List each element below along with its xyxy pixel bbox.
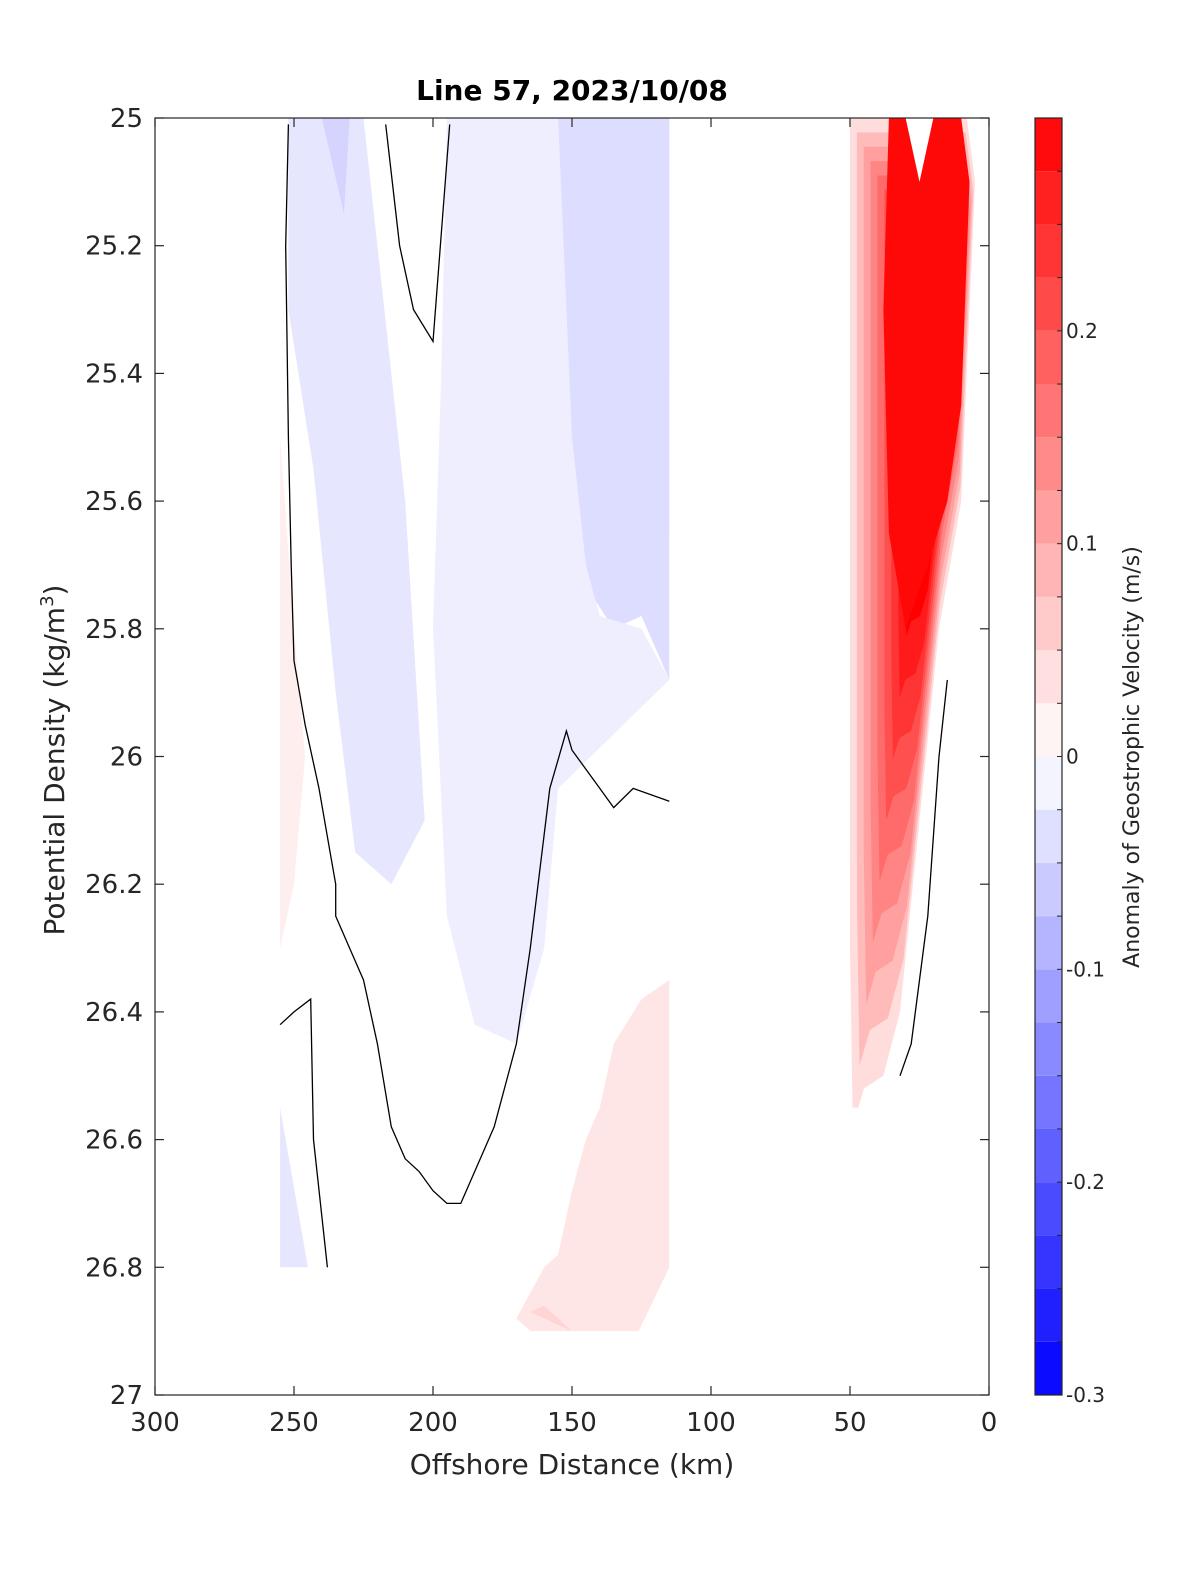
colorbar-label: Anomaly of Geostrophic Velocity (m/s): [1120, 546, 1145, 968]
y-tick-label: 26.6: [85, 1126, 143, 1156]
x-tick-label: 150: [547, 1408, 597, 1438]
colorbar-swatch: [1035, 969, 1062, 1023]
contour-lines: [279, 124, 948, 1268]
colorbar-swatch: [1035, 1128, 1062, 1183]
colorbar-swatch: [1035, 1075, 1062, 1129]
contour-line-zero-contour-west: [285, 124, 670, 1205]
contour-fills: [280, 118, 976, 1395]
x-tick-label: 200: [408, 1408, 458, 1438]
colorbar-swatch: [1035, 650, 1062, 704]
contour-fill-west-deep-negative: [280, 1107, 308, 1268]
chart-title: Line 57, 2023/10/08: [416, 74, 728, 107]
x-tick-label: 0: [981, 1408, 998, 1438]
y-tick-label: 26.4: [85, 998, 143, 1028]
contour-fill-deep-positive-core: [530, 1305, 572, 1332]
contour-line-zero-contour-inshore: [899, 679, 948, 1077]
contour-fill-outer-negative: [288, 118, 425, 885]
colorbar-tick-label: 0: [1066, 745, 1079, 769]
colorbar-tick-label: -0.3: [1066, 1383, 1105, 1407]
contour-fill-inshore-jet-core: [883, 118, 970, 629]
colorbar-tick-label: -0.2: [1066, 1170, 1105, 1194]
x-tick-label: 300: [130, 1408, 180, 1438]
y-tick-label: 25.2: [85, 232, 143, 262]
colorbar-swatch: [1035, 1235, 1062, 1289]
colorbar-swatch: [1035, 862, 1062, 917]
colorbar-swatch: [1035, 1288, 1062, 1342]
x-axis-label: Offshore Distance (km): [410, 1448, 735, 1481]
contour-line-zero-contour-north: [385, 124, 451, 344]
y-tick-label: 25: [110, 104, 143, 134]
y-tick-label: 26: [110, 743, 143, 773]
colorbar-swatch: [1035, 330, 1062, 385]
contour-fill-mid-negative: [433, 118, 670, 1044]
colorbar-swatch: [1035, 224, 1062, 278]
y-axis-label-close: ): [38, 585, 71, 596]
contour-fill-outer-negative-core: [321, 118, 350, 214]
colorbar-tick-label: 0.2: [1066, 319, 1098, 343]
no-data-deep-nearshore-gap: [850, 1107, 892, 1395]
colorbar-swatch: [1035, 384, 1062, 438]
colorbar-swatch: [1035, 277, 1062, 331]
y-tick-label: 25.8: [85, 615, 143, 645]
colorbar-swatch: [1035, 1022, 1062, 1076]
y-axis-label-superscript: 3: [37, 595, 58, 606]
colorbar-swatch: [1035, 916, 1062, 970]
contour-fill-jet-notch: [905, 118, 934, 182]
colorbar-swatch: [1035, 118, 1062, 172]
y-tick-label: 26.8: [85, 1253, 143, 1283]
y-axis-label-main: Potential Density (kg/m: [38, 607, 71, 936]
colorbar-swatch: [1035, 1182, 1062, 1236]
contour-fill-west-positive-sliver: [280, 437, 306, 949]
colorbar-swatch: [1035, 703, 1062, 757]
colorbar-tick-label: 0.1: [1066, 532, 1098, 556]
no-data-nearshore-gap: [669, 118, 850, 1395]
colorbar-swatch: [1035, 809, 1062, 863]
axes: 300 250 200 150 100 50 0 25 25.2 25.4 25.6 25.8 26 26…: [85, 104, 997, 1438]
y-tick-label: 26.2: [85, 870, 143, 900]
y-tick-label: 25.4: [85, 359, 143, 389]
colorbar-swatch: [1035, 1341, 1062, 1395]
colorbar: -0.3 -0.2 -0.1 0 0.1 0.2: [1034, 117, 1105, 1407]
colorbar-swatch: [1035, 437, 1062, 491]
colorbar-swatch: [1035, 543, 1062, 597]
colorbar-swatch: [1035, 596, 1062, 651]
y-tick-label: 25.6: [85, 487, 143, 517]
y-axis-label: Potential Density (kg/m3): [37, 585, 71, 936]
colorbar-swatch: [1035, 171, 1062, 225]
colorbar-swatch: [1035, 490, 1062, 544]
x-tick-label: 100: [686, 1408, 736, 1438]
x-tick-label: 50: [833, 1408, 866, 1438]
contour-fill-deep-positive-inner: [516, 980, 670, 1332]
y-tick-label: 27: [110, 1381, 143, 1411]
colorbar-swatch: [1035, 756, 1062, 810]
colorbar-tick-label: -0.1: [1066, 957, 1105, 981]
contour-line-zero-contour-deep-west: [279, 997, 329, 1268]
x-tick-label: 250: [269, 1408, 319, 1438]
